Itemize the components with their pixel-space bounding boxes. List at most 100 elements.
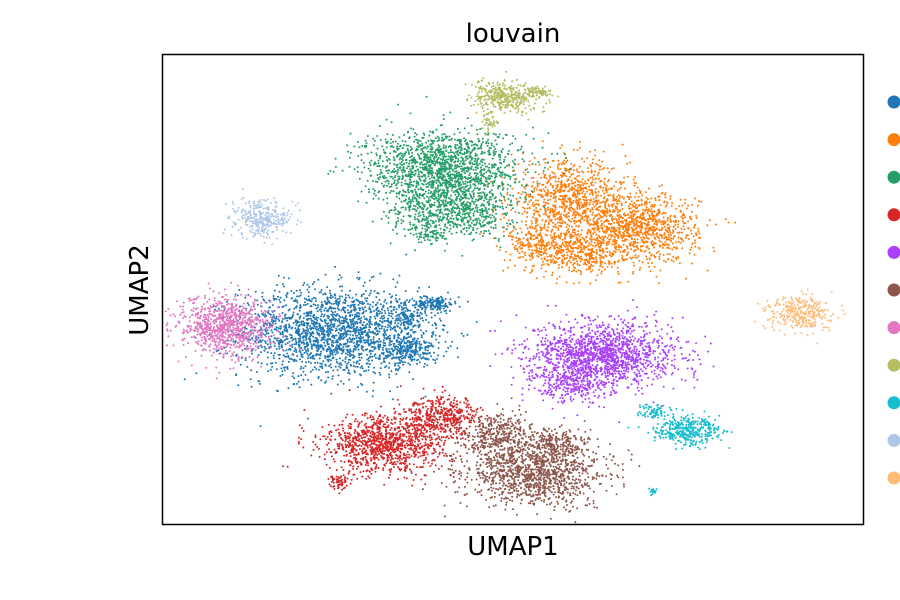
scatter-point xyxy=(633,238,636,241)
scatter-point xyxy=(581,178,584,181)
scatter-point xyxy=(358,356,361,359)
chart-title: louvain xyxy=(466,19,561,49)
scatter-point xyxy=(298,386,301,389)
scatter-point xyxy=(687,237,690,240)
scatter-point xyxy=(342,337,345,340)
scatter-point xyxy=(608,250,611,253)
scatter-point xyxy=(601,261,604,264)
scatter-point xyxy=(288,326,291,329)
scatter-point xyxy=(618,228,621,231)
scatter-point xyxy=(336,325,339,328)
scatter-point xyxy=(382,333,385,336)
scatter-point xyxy=(542,183,545,186)
scatter-point xyxy=(622,181,625,184)
scatter-point xyxy=(622,239,625,242)
scatter-point xyxy=(576,241,579,244)
scatter-point xyxy=(388,314,391,317)
scatter-point xyxy=(254,290,257,293)
scatter-point xyxy=(632,205,635,208)
scatter-point xyxy=(260,351,262,354)
scatter-point xyxy=(654,197,657,200)
scatter-point xyxy=(337,303,340,306)
scatter-point xyxy=(320,310,323,313)
scatter-point xyxy=(319,362,322,365)
scatter-point xyxy=(570,237,573,240)
scatter-point xyxy=(576,208,579,211)
scatter-point xyxy=(342,346,345,349)
scatter-point xyxy=(307,354,310,357)
scatter-point xyxy=(244,296,247,299)
scatter-point xyxy=(299,294,302,297)
scatter-point xyxy=(613,221,615,224)
scatter-point xyxy=(616,214,619,217)
scatter-point xyxy=(597,212,600,215)
scatter-point xyxy=(272,297,275,300)
scatter-point xyxy=(576,170,579,173)
scatter-point xyxy=(617,272,620,275)
scatter-point xyxy=(281,312,284,314)
scatter-point xyxy=(392,398,394,401)
scatter-point xyxy=(543,190,546,193)
scatter-point xyxy=(550,191,553,194)
scatter-point xyxy=(653,215,656,217)
scatter-point xyxy=(558,211,561,213)
scatter-point xyxy=(390,138,393,141)
scatter-point xyxy=(670,237,672,240)
scatter-point xyxy=(366,323,369,326)
scatter-point xyxy=(566,223,569,226)
scatter-point xyxy=(666,230,669,233)
scatter-point xyxy=(622,231,624,234)
scatter-point xyxy=(410,335,413,338)
scatter-point xyxy=(695,214,698,217)
scatter-point xyxy=(302,284,305,287)
scatter-point xyxy=(645,245,648,248)
scatter-point xyxy=(600,210,602,213)
scatter-point xyxy=(320,306,323,309)
scatter-point xyxy=(376,332,379,335)
scatter-point xyxy=(295,289,298,292)
scatter-point xyxy=(593,241,596,244)
scatter-point xyxy=(419,296,422,298)
scatter-point xyxy=(444,302,447,305)
scatter-point xyxy=(284,317,287,320)
scatter-point xyxy=(376,301,379,304)
scatter-point xyxy=(244,326,246,329)
scatter-point xyxy=(375,326,377,329)
scatter-point xyxy=(339,316,342,319)
scatter-point xyxy=(253,326,256,329)
scatter-point xyxy=(321,345,324,347)
scatter-point xyxy=(587,170,590,173)
scatter-point xyxy=(698,200,701,203)
scatter-point xyxy=(320,379,323,382)
scatter-point xyxy=(317,328,320,330)
scatter-point xyxy=(680,241,683,244)
scatter-point xyxy=(389,326,392,329)
scatter-point xyxy=(576,212,579,215)
scatter-point xyxy=(419,302,422,305)
scatter-point xyxy=(541,140,544,143)
scatter-point xyxy=(358,359,361,362)
scatter-point xyxy=(586,157,589,160)
scatter-point xyxy=(577,200,580,203)
scatter-point xyxy=(324,321,327,324)
scatter-point xyxy=(669,231,672,234)
scatter-point xyxy=(422,332,425,335)
scatter-point xyxy=(627,223,630,226)
scatter-point xyxy=(265,332,268,335)
scatter-point xyxy=(724,218,727,221)
scatter-point xyxy=(645,255,648,258)
scatter-point xyxy=(584,262,587,265)
scatter-point xyxy=(691,243,694,245)
scatter-point xyxy=(639,228,642,231)
scatter-point xyxy=(320,365,323,368)
scatter-point xyxy=(543,176,546,178)
scatter-point xyxy=(564,215,567,218)
scatter-point xyxy=(687,227,690,230)
scatter-point xyxy=(647,227,650,230)
scatter-point xyxy=(546,263,549,265)
scatter-point xyxy=(534,186,537,189)
scatter-point xyxy=(599,257,601,260)
scatter-point xyxy=(517,256,520,259)
scatter-point xyxy=(576,206,579,209)
scatter-point xyxy=(526,237,529,240)
